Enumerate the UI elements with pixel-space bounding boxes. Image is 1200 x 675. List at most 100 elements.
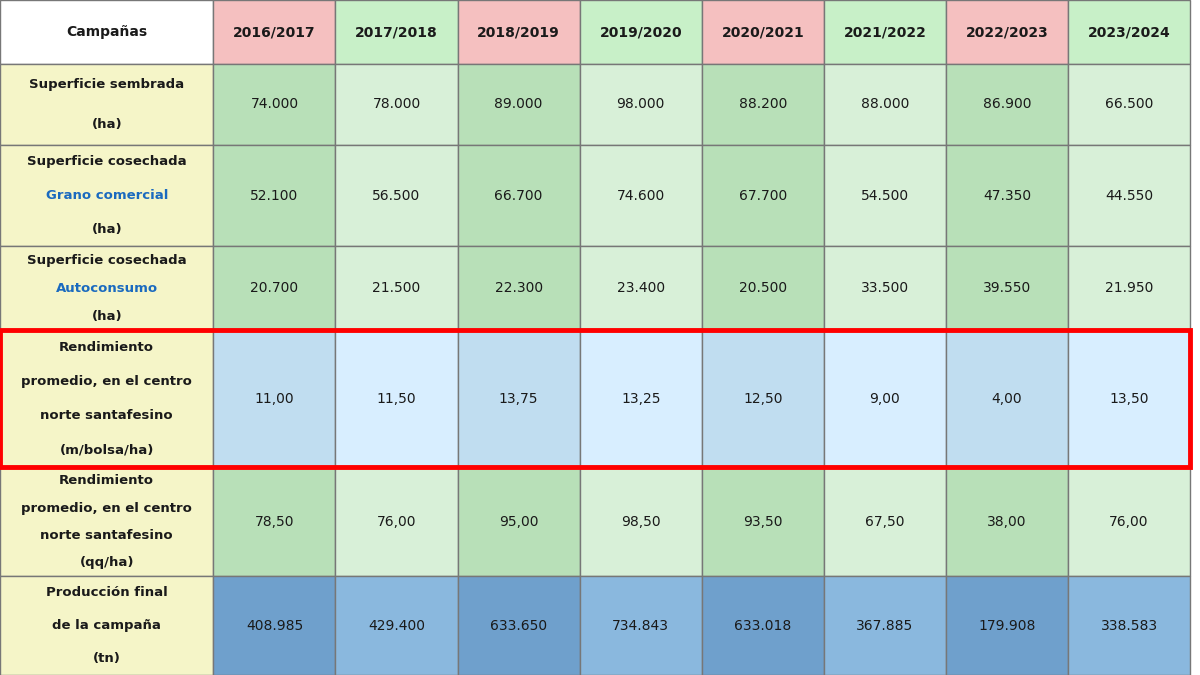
Bar — [457, 330, 580, 467]
Text: 633.650: 633.650 — [490, 619, 547, 632]
Text: Superficie cosechada: Superficie cosechada — [26, 155, 186, 168]
Bar — [0, 64, 214, 144]
Bar — [336, 64, 457, 144]
Text: 88.000: 88.000 — [860, 97, 910, 111]
Text: 74.600: 74.600 — [617, 188, 665, 202]
Text: 95,00: 95,00 — [499, 515, 539, 529]
Bar — [580, 0, 702, 64]
Text: 67,50: 67,50 — [865, 515, 905, 529]
Bar — [214, 576, 336, 675]
Bar — [1068, 467, 1190, 576]
Text: 367.885: 367.885 — [857, 619, 913, 632]
Text: 13,75: 13,75 — [499, 392, 539, 406]
Text: 66.500: 66.500 — [1105, 97, 1153, 111]
Bar — [1068, 0, 1190, 64]
Bar — [702, 330, 824, 467]
Text: (qq/ha): (qq/ha) — [79, 556, 134, 569]
Text: 89.000: 89.000 — [494, 97, 542, 111]
Text: (ha): (ha) — [91, 310, 122, 323]
Text: 76,00: 76,00 — [377, 515, 416, 529]
Text: 2023/2024: 2023/2024 — [1087, 25, 1170, 39]
Text: 13,25: 13,25 — [620, 392, 660, 406]
Bar — [214, 64, 336, 144]
Text: (ha): (ha) — [91, 118, 122, 131]
Bar — [214, 0, 336, 64]
Bar — [214, 144, 336, 246]
Text: Campañas: Campañas — [66, 25, 148, 39]
Bar — [702, 144, 824, 246]
Bar — [1068, 144, 1190, 246]
Bar — [824, 467, 946, 576]
Text: (tn): (tn) — [92, 652, 121, 665]
Bar — [946, 64, 1068, 144]
Text: 76,00: 76,00 — [1109, 515, 1148, 529]
Bar — [946, 330, 1068, 467]
Bar — [214, 467, 336, 576]
Text: 338.583: 338.583 — [1100, 619, 1158, 632]
Bar — [702, 576, 824, 675]
Text: promedio, en el centro: promedio, en el centro — [22, 375, 192, 388]
Bar — [0, 330, 214, 467]
Bar — [824, 246, 946, 330]
Text: 633.018: 633.018 — [734, 619, 792, 632]
Text: 429.400: 429.400 — [368, 619, 425, 632]
Text: (ha): (ha) — [91, 223, 122, 236]
Bar — [580, 246, 702, 330]
Text: 22.300: 22.300 — [494, 281, 542, 295]
Bar — [336, 467, 457, 576]
Text: 74.000: 74.000 — [251, 97, 299, 111]
Bar — [457, 144, 580, 246]
Bar — [0, 330, 1190, 467]
Bar — [946, 246, 1068, 330]
Text: 23.400: 23.400 — [617, 281, 665, 295]
Text: 47.350: 47.350 — [983, 188, 1031, 202]
Text: 20.700: 20.700 — [251, 281, 299, 295]
Text: 54.500: 54.500 — [860, 188, 908, 202]
Bar — [214, 330, 336, 467]
Text: 98.000: 98.000 — [617, 97, 665, 111]
Text: 2019/2020: 2019/2020 — [599, 25, 682, 39]
Text: norte santafesino: norte santafesino — [41, 409, 173, 423]
Text: 408.985: 408.985 — [246, 619, 304, 632]
Text: 12,50: 12,50 — [743, 392, 782, 406]
Bar — [702, 0, 824, 64]
Text: 179.908: 179.908 — [978, 619, 1036, 632]
Bar — [824, 576, 946, 675]
Bar — [946, 0, 1068, 64]
Bar — [457, 0, 580, 64]
Text: 44.550: 44.550 — [1105, 188, 1153, 202]
Bar — [0, 246, 214, 330]
Text: 11,00: 11,00 — [254, 392, 294, 406]
Text: 98,50: 98,50 — [620, 515, 660, 529]
Text: Autoconsumo: Autoconsumo — [55, 281, 157, 295]
Text: 21.950: 21.950 — [1105, 281, 1153, 295]
Text: 734.843: 734.843 — [612, 619, 670, 632]
Text: 2022/2023: 2022/2023 — [966, 25, 1049, 39]
Bar — [0, 576, 214, 675]
Text: 39.550: 39.550 — [983, 281, 1031, 295]
Text: 20.500: 20.500 — [739, 281, 787, 295]
Bar — [1068, 330, 1190, 467]
Bar — [214, 246, 336, 330]
Bar — [457, 467, 580, 576]
Bar — [946, 144, 1068, 246]
Bar — [946, 467, 1068, 576]
Text: Producción final: Producción final — [46, 587, 168, 599]
Text: 2017/2018: 2017/2018 — [355, 25, 438, 39]
Text: 38,00: 38,00 — [988, 515, 1027, 529]
Bar — [580, 467, 702, 576]
Text: 2021/2022: 2021/2022 — [844, 25, 926, 39]
Bar — [702, 467, 824, 576]
Bar — [0, 0, 214, 64]
Text: Rendimiento: Rendimiento — [59, 475, 154, 487]
Text: 2018/2019: 2018/2019 — [478, 25, 560, 39]
Bar — [1068, 576, 1190, 675]
Bar — [457, 576, 580, 675]
Text: 93,50: 93,50 — [743, 515, 782, 529]
Text: 67.700: 67.700 — [739, 188, 787, 202]
Bar — [336, 576, 457, 675]
Text: 52.100: 52.100 — [251, 188, 299, 202]
Bar — [0, 467, 214, 576]
Text: 2016/2017: 2016/2017 — [233, 25, 316, 39]
Text: 56.500: 56.500 — [372, 188, 421, 202]
